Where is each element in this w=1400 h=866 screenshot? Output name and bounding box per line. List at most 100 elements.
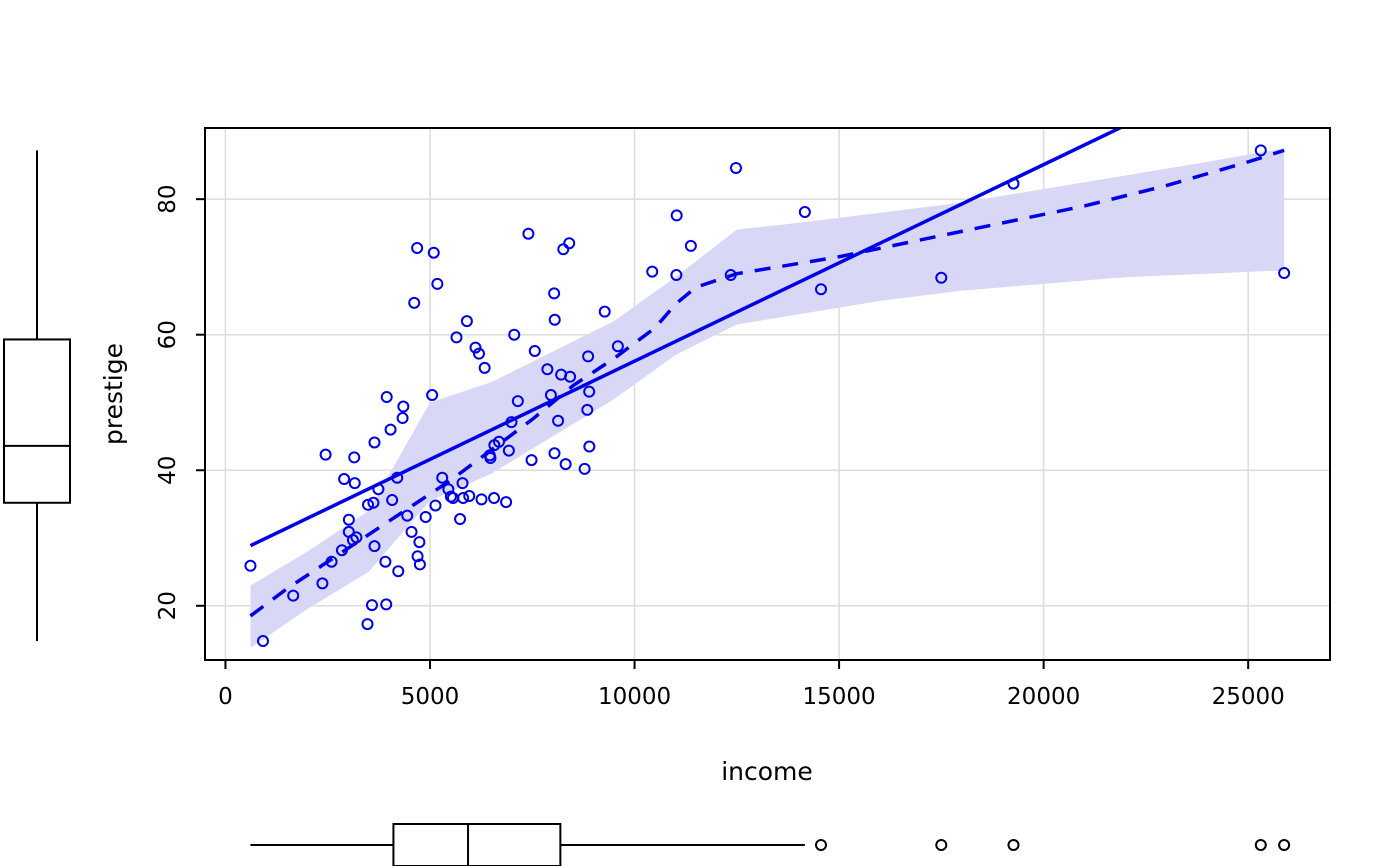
scatter-point <box>492 435 505 448</box>
scatter-point <box>348 477 361 490</box>
scatter-point <box>548 287 561 300</box>
income-outlier-point <box>1007 839 1020 851</box>
scatter-point <box>563 237 576 250</box>
scatter-point <box>396 412 409 425</box>
scatter-point <box>1254 144 1267 157</box>
scatter-point <box>475 493 488 506</box>
plot-border <box>204 127 1331 661</box>
income-outlier-point <box>935 839 948 851</box>
scatter-point <box>384 423 397 436</box>
scatter-point <box>436 471 449 484</box>
loess-line <box>249 148 1285 618</box>
scatter-point <box>426 389 439 402</box>
scatter-point <box>350 531 363 544</box>
scatter-point <box>460 315 473 328</box>
scatter-point <box>257 635 270 648</box>
prestige-box <box>3 338 71 504</box>
scatter-point <box>730 161 742 174</box>
prestige-marginal-boxplot <box>3 150 71 642</box>
scatter-point <box>484 452 497 465</box>
scatter-point <box>342 513 355 526</box>
scatter-point <box>935 271 948 284</box>
scatter-point <box>368 436 381 449</box>
scatter-point <box>408 296 421 309</box>
scatter-point <box>581 403 594 416</box>
scatter-point <box>367 496 380 509</box>
scatter-point <box>456 477 469 490</box>
scatter-point <box>548 313 561 326</box>
scatter-point <box>405 525 418 538</box>
scatter-point <box>525 454 538 467</box>
scatter-point <box>287 589 300 602</box>
income-outlier-point <box>1254 839 1267 851</box>
scatter-point <box>419 511 432 524</box>
scatter-point <box>670 209 683 222</box>
scatter-point <box>528 344 541 357</box>
scatter-point <box>611 340 624 353</box>
scatter-point <box>380 598 393 611</box>
scatter-point <box>338 473 351 486</box>
plot-frame-layer <box>204 127 1331 661</box>
scatter-point <box>380 391 393 404</box>
scatter-point <box>548 447 561 460</box>
scatter-point <box>450 331 463 344</box>
scatter-point <box>684 239 697 252</box>
scatter-point <box>463 489 476 502</box>
income-marginal-boxplot <box>250 823 1291 866</box>
scatter-point <box>379 555 392 568</box>
scatter-points-layer <box>244 144 1291 648</box>
scatter-point <box>798 206 811 219</box>
scatter-point <box>316 577 329 590</box>
scatter-point <box>348 451 361 464</box>
scatter-point <box>319 448 332 461</box>
y-tick-label: 80 <box>155 185 181 214</box>
scatter-point <box>582 350 595 363</box>
scatter-point <box>522 227 535 240</box>
scatter-point <box>670 269 683 282</box>
x-tick-label: 10000 <box>598 684 671 710</box>
scatter-point <box>457 492 470 505</box>
scatter-point <box>413 558 426 571</box>
axes-layer: 0 5000 10000 15000 20000 25000 20 40 60 80 <box>155 185 1285 710</box>
confidence-band <box>250 148 1285 648</box>
scatter-point <box>365 599 378 612</box>
y-tick-label: 20 <box>155 591 181 620</box>
income-outlier-point <box>1278 839 1291 851</box>
scatter-point <box>815 283 828 296</box>
scatter-point <box>454 513 467 526</box>
scatter-point <box>362 498 375 511</box>
scatter-point <box>583 440 596 453</box>
x-axis-label: income <box>721 757 813 786</box>
y-tick-label: 60 <box>155 320 181 349</box>
income-outlier-point <box>815 839 828 851</box>
x-tick-label: 5000 <box>401 684 460 710</box>
x-tick-label: 0 <box>218 684 233 710</box>
scatter-point <box>386 494 399 507</box>
scatter-point <box>541 363 554 376</box>
scatter-point <box>511 395 524 408</box>
scatter-point <box>583 385 596 398</box>
scatter-point <box>508 328 521 341</box>
scatter-point <box>502 444 515 457</box>
confidence-band-layer <box>250 148 1285 648</box>
scatter-point <box>411 241 424 254</box>
x-tick-label: 25000 <box>1212 684 1285 710</box>
scatter-point <box>361 618 374 631</box>
scatter-point <box>413 536 426 549</box>
scatter-point <box>488 492 501 505</box>
scatter-point <box>598 305 611 318</box>
x-tick-label: 15000 <box>803 684 876 710</box>
regression-line <box>249 128 1124 548</box>
scatter-point <box>368 540 381 553</box>
scatter-point <box>552 414 565 427</box>
fit-lines-layer <box>249 128 1285 618</box>
scatter-point <box>429 499 442 512</box>
scatter-point <box>559 458 572 471</box>
scatter-point <box>469 341 482 354</box>
scatter-point <box>557 243 570 256</box>
scatter-point <box>472 347 485 360</box>
income-box <box>392 823 562 866</box>
scatter-point <box>392 565 405 578</box>
